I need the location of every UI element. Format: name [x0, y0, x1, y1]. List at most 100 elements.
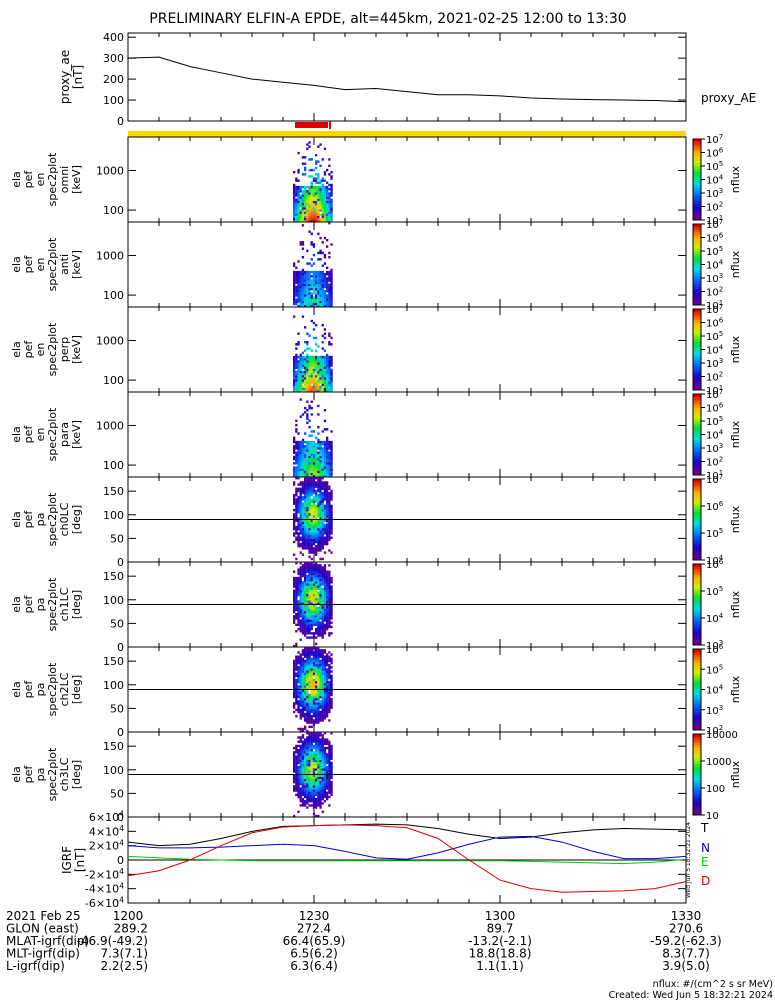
heatmap-cell: [306, 213, 309, 216]
colorbar-segment: [693, 763, 701, 767]
y-axis-label: [deg]: [70, 505, 83, 534]
heatmap-cell: [328, 664, 331, 667]
heatmap-cell: [326, 659, 329, 663]
heatmap-cell: [312, 219, 316, 223]
heatmap-cell: [308, 457, 311, 461]
heatmap-cell: [330, 215, 333, 219]
heatmap-cell: [315, 581, 318, 584]
colorbar-segment: [693, 634, 701, 638]
heatmap-cell: [308, 702, 311, 705]
colorbar-segment: [693, 466, 701, 470]
heatmap-cell: [326, 504, 329, 508]
heatmap-cell: [306, 630, 309, 633]
heatmap-cell: [328, 183, 331, 187]
heatmap-cell: [310, 547, 313, 550]
heatmap-cell: [295, 177, 298, 180]
heatmap-cell: [328, 625, 331, 629]
heatmap-cell: [317, 568, 320, 571]
heatmap-cell: [326, 358, 329, 361]
heatmap-cell: [317, 583, 320, 586]
heatmap-cell: [326, 472, 329, 476]
heatmap-cell: [297, 623, 300, 627]
heatmap-cell: [304, 470, 307, 474]
heatmap-cell: [319, 780, 322, 784]
heatmap-cell: [315, 632, 318, 635]
colorbar-segment: [693, 461, 701, 465]
heatmap-cell: [317, 198, 320, 202]
heatmap-cell: [326, 542, 329, 546]
colorbar-segment: [693, 237, 701, 241]
heatmap-cell: [321, 802, 324, 805]
heatmap-cell: [312, 464, 316, 467]
heatmap-cell: [306, 670, 309, 673]
heatmap-cell: [310, 362, 313, 365]
heatmap-cell: [310, 661, 313, 665]
colorbar-segment: [693, 147, 701, 151]
heatmap-cell: [304, 610, 307, 614]
heatmap-cell: [310, 627, 313, 631]
heatmap-cell: [326, 447, 329, 450]
heatmap-cell: [299, 610, 302, 614]
heatmap-cell: [293, 200, 296, 204]
heatmap-cell: [299, 638, 302, 641]
heatmap-cell: [310, 721, 313, 724]
heatmap-cell: [310, 215, 313, 219]
heatmap-cell: [323, 532, 327, 535]
heatmap-cell: [304, 219, 307, 223]
heatmap-cell: [293, 687, 296, 690]
heatmap-cell: [299, 566, 302, 569]
heatmap-cell: [293, 621, 296, 624]
heatmap-cell: [319, 585, 322, 588]
heatmap-cell: [330, 200, 333, 204]
colorbar-tick-label: 106: [706, 147, 724, 160]
heatmap-cell: [326, 621, 329, 624]
heatmap-cell: [319, 275, 322, 278]
heatmap-cell: [326, 617, 329, 620]
heatmap-cell: [330, 670, 333, 673]
heatmap-cell: [304, 632, 307, 635]
heatmap-cell: [317, 627, 320, 631]
heatmap-cell: [304, 464, 307, 467]
heatmap-cell: [299, 523, 302, 527]
heatmap-cell: [315, 215, 318, 219]
heatmap-cell: [323, 217, 327, 221]
heatmap-cell: [297, 196, 300, 199]
heatmap-cell: [315, 377, 318, 380]
heatmap-cell: [315, 587, 318, 590]
heatmap-cell: [321, 241, 324, 244]
heatmap-cell: [308, 647, 311, 650]
heatmap-cell: [306, 689, 309, 692]
heatmap-cell: [312, 787, 316, 790]
heatmap-cell: [301, 496, 305, 499]
heatmap-cell: [308, 300, 311, 304]
heatmap-cell: [310, 755, 313, 758]
colorbar-segment: [693, 376, 701, 380]
heatmap-cell: [299, 613, 302, 616]
heatmap-cell: [315, 715, 318, 718]
heatmap-cell: [319, 568, 322, 571]
heatmap-cell: [310, 789, 313, 792]
heatmap-cell: [301, 729, 305, 733]
heatmap-cell: [323, 419, 327, 423]
heatmap-cell: [317, 600, 320, 603]
heatmap-cell: [304, 538, 307, 542]
heatmap-cell: [295, 302, 298, 306]
heatmap-cell: [323, 383, 327, 386]
heatmap-cell: [293, 604, 296, 607]
heatmap-cell: [293, 780, 296, 784]
heatmap-cell: [310, 370, 313, 374]
heatmap-cell: [301, 608, 305, 612]
heatmap-cell: [328, 687, 331, 690]
heatmap-cell: [319, 689, 322, 692]
heatmap-cell: [295, 698, 298, 701]
y-tick-label: 100: [103, 459, 124, 472]
heatmap-cell: [297, 211, 300, 214]
heatmap-cell: [310, 706, 313, 709]
heatmap-cell: [295, 453, 298, 457]
heatmap-cell: [312, 789, 316, 792]
plot-frame: [127, 306, 687, 393]
heatmap-cell: [323, 572, 327, 576]
heatmap-cell: [330, 466, 333, 469]
heatmap-cell: [306, 143, 309, 146]
heatmap-cell: [317, 483, 320, 486]
